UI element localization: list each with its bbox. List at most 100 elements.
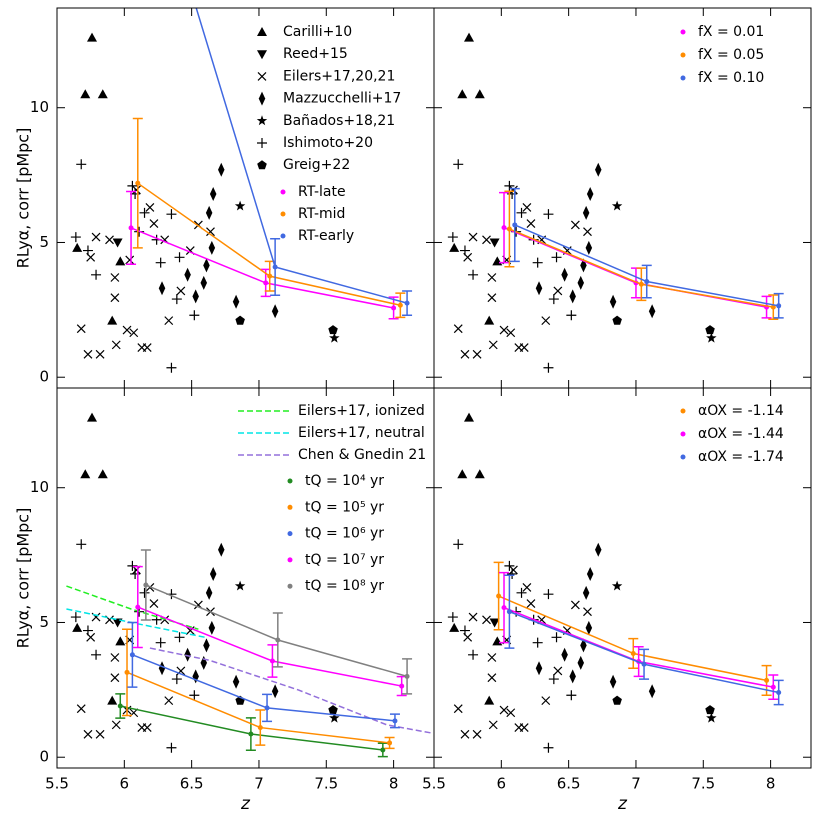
observation-point [76,159,87,170]
observation-point [464,32,475,42]
observation-point [142,723,152,732]
legend-label: Greig+22 [283,157,350,173]
legend-marker [287,557,293,563]
observation-point [111,720,121,730]
model-point [512,222,518,228]
observation-point [484,695,495,705]
legend-marker [280,233,286,239]
observation-point [184,267,191,282]
x-tick-label: 8 [389,775,399,793]
observation-point [91,269,102,280]
observation-point [149,599,159,609]
observation-point [541,696,551,706]
observation-point [506,328,516,338]
observation-point [107,695,118,705]
legend-marker [287,478,293,484]
observation-point [209,566,217,581]
model-point [397,302,403,308]
model-point [630,650,636,656]
model-point [392,718,398,724]
model-point [391,305,397,311]
x-tick-label: 7.5 [314,775,338,793]
observation-point [139,587,150,598]
model-point [506,609,512,615]
y-tick-label: 10 [30,98,49,116]
axes-frame [433,387,812,769]
legend-label: αOX = -1.44 [698,426,784,442]
observation-point [519,343,529,352]
legend-label: αOX = -1.14 [698,403,784,419]
model-point [641,661,647,667]
observation-point [329,712,340,723]
observation-point [543,742,554,753]
model-point [501,605,507,611]
legend-marker [680,431,686,437]
legend-label: Bañados+18,21 [283,113,395,129]
observation-point [570,600,580,610]
legend-marker [257,71,267,81]
observation-point [526,219,536,229]
observation-point [166,742,177,753]
legend-marker [287,531,293,537]
observation-point [115,256,126,266]
x-tick-label: 6.5 [180,775,204,793]
legend-label: Mazzucchelli+17 [283,91,401,107]
observation-point [609,674,617,689]
model-point [257,725,263,731]
model-point [644,279,650,285]
observation-point [110,673,120,683]
observation-point [200,275,208,290]
observation-point [551,252,562,263]
observation-point [91,649,102,660]
model-point [776,690,782,696]
observation-point [522,583,532,592]
observation-point [464,412,475,422]
observation-point [218,542,225,557]
observation-point [184,647,191,662]
observation-point [149,219,159,229]
observation-point [705,325,715,335]
model-line [132,654,396,722]
x-tick-label: 5.5 [422,775,446,793]
legend-marker [256,115,268,126]
model-line [126,671,390,744]
observation-point [457,89,468,99]
model-point [272,264,278,270]
observation-point [482,615,491,625]
legend-label: tQ = 10⁸ yr [305,578,384,594]
model-point [770,684,776,690]
observation-point [105,235,114,245]
observation-point [82,245,93,256]
legend-marker [680,75,686,81]
observation-point [566,310,577,321]
legend-marker [680,408,686,414]
legend-label: Eilers+17, neutral [298,425,425,441]
observation-point [166,362,177,373]
legend-marker [287,504,293,510]
observation-point [548,294,559,305]
observation-point [506,708,516,718]
observation-point [329,332,340,343]
observation-point [569,669,576,684]
observation-point [205,205,213,220]
axes-frame [433,7,812,389]
observation-point [174,632,185,643]
observation-point [535,661,543,676]
observation-point [489,238,500,248]
observation-point [488,340,498,350]
observation-point [218,162,225,177]
observation-point [706,712,717,723]
x-tick-label: 8 [766,775,776,793]
observation-point [543,362,554,373]
observation-point [507,568,518,579]
observation-point [192,289,199,304]
x-axis-label: z [240,794,251,814]
observation-point [487,673,497,683]
model-point [275,637,281,643]
model-point [776,303,782,309]
legend-marker [257,160,267,170]
observation-point [472,349,482,359]
observation-point [526,599,536,609]
observation-point [586,566,594,581]
observation-point [127,560,138,571]
